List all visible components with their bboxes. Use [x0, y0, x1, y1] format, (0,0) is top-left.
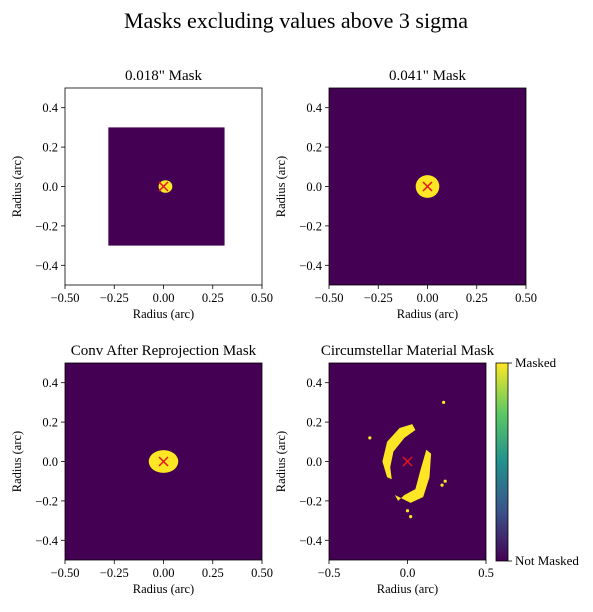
masked-speck-2 [443, 479, 447, 483]
y-tick-label: 0.2 [306, 141, 322, 155]
x-axis-label: Radius (arc) [397, 307, 458, 321]
colorbar: Masked Not Masked [495, 355, 579, 568]
colorbar-gradient [495, 362, 509, 562]
x-axis-label: Radius (arc) [133, 307, 194, 321]
x-tick-label: 0.50 [251, 291, 273, 305]
x-tick-label: −0.25 [100, 291, 129, 305]
center-marker-stroke-b [422, 181, 433, 192]
y-tick-label: −0.2 [299, 494, 322, 508]
panel-title: Circumstellar Material Mask [321, 343, 495, 359]
y-tick-label: −0.2 [35, 219, 58, 233]
x-tick-label: 0.00 [153, 291, 175, 305]
y-tick-label: 0.2 [42, 141, 58, 155]
y-tick-label: 0.0 [306, 455, 322, 469]
masked-speck-6 [442, 400, 446, 404]
x-tick-label: 0.0 [400, 566, 416, 580]
y-axis-label: Radius (arc) [274, 431, 288, 492]
x-tick-label: −0.25 [100, 566, 129, 580]
masked-speck-1 [440, 483, 444, 487]
y-tick-label: −0.4 [299, 534, 322, 548]
x-tick-label: 0.5 [478, 566, 494, 580]
x-tick-label: −0.50 [51, 291, 80, 305]
panel-1: −0.50 −0.25 0.00 0.25 0.50 −0.4 −0.2 0.0 0.2 0.4 0… [10, 68, 273, 321]
panel-title: 0.041" Mask [389, 68, 466, 84]
x-tick-label: 0.00 [417, 291, 439, 305]
panel-2: −0.50 −0.25 0.00 0.25 0.50 −0.4 −0.2 0.0 0.2 0.4 0… [274, 68, 537, 321]
y-tick-label: 0.0 [306, 180, 322, 194]
colorbar-label-masked: Masked [515, 355, 557, 370]
y-tick-label: 0.0 [42, 455, 58, 469]
x-tick-label: 0.00 [153, 566, 175, 580]
y-tick-label: −0.4 [35, 534, 58, 548]
center-marker-stroke-b [158, 456, 169, 467]
masked-speck-3 [405, 509, 410, 513]
x-tick-label: 0.25 [202, 566, 224, 580]
y-axis-label: Radius (arc) [10, 156, 24, 217]
x-axis-label: Radius (arc) [377, 582, 438, 596]
colorbar-label-not-masked: Not Masked [515, 553, 579, 568]
figure-suptitle: Masks excluding values above 3 sigma [124, 8, 468, 33]
center-marker-stroke-b [402, 456, 413, 467]
x-tick-label: −0.50 [51, 566, 80, 580]
panel-3: −0.50 −0.25 0.00 0.25 0.50 −0.4 −0.2 0.0 0.2 0.4 C… [10, 343, 273, 596]
masked-arm-1 [382, 424, 416, 480]
panel-4: −0.5 0.0 0.5 −0.4 −0.2 0.0 0.2 0.4 Circumstellar… [274, 343, 495, 596]
panel-title: 0.018" Mask [125, 68, 202, 84]
x-tick-label: 0.25 [466, 291, 488, 305]
y-tick-label: 0.4 [42, 376, 58, 390]
x-axis-label: Radius (arc) [133, 582, 194, 596]
x-tick-label: 0.25 [202, 291, 224, 305]
panel-title: Conv After Reprojection Mask [71, 343, 257, 359]
masked-speck-5 [368, 436, 372, 440]
masked-region [158, 180, 173, 193]
y-tick-label: 0.4 [42, 101, 58, 115]
y-tick-label: 0.2 [42, 416, 58, 430]
y-tick-label: 0.0 [42, 180, 58, 194]
y-tick-label: −0.4 [35, 259, 58, 273]
y-axis-label: Radius (arc) [274, 156, 288, 217]
y-tick-label: −0.2 [35, 494, 58, 508]
x-tick-label: 0.50 [251, 566, 273, 580]
y-axis-label: Radius (arc) [10, 431, 24, 492]
y-tick-label: −0.4 [299, 259, 322, 273]
y-tick-label: −0.2 [299, 219, 322, 233]
y-tick-label: 0.2 [306, 416, 322, 430]
x-tick-label: 0.50 [515, 291, 537, 305]
masked-speck-4 [409, 515, 413, 519]
y-tick-label: 0.4 [306, 376, 322, 390]
x-tick-label: −0.5 [318, 566, 341, 580]
x-tick-label: −0.50 [315, 291, 344, 305]
center-marker-stroke-b [158, 181, 169, 192]
y-tick-label: 0.4 [306, 101, 322, 115]
masked-arm-2 [394, 449, 432, 503]
x-tick-label: −0.25 [364, 291, 393, 305]
